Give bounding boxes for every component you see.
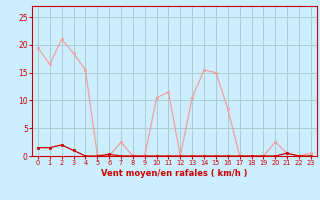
X-axis label: Vent moyen/en rafales ( km/h ): Vent moyen/en rafales ( km/h ) [101, 169, 248, 178]
